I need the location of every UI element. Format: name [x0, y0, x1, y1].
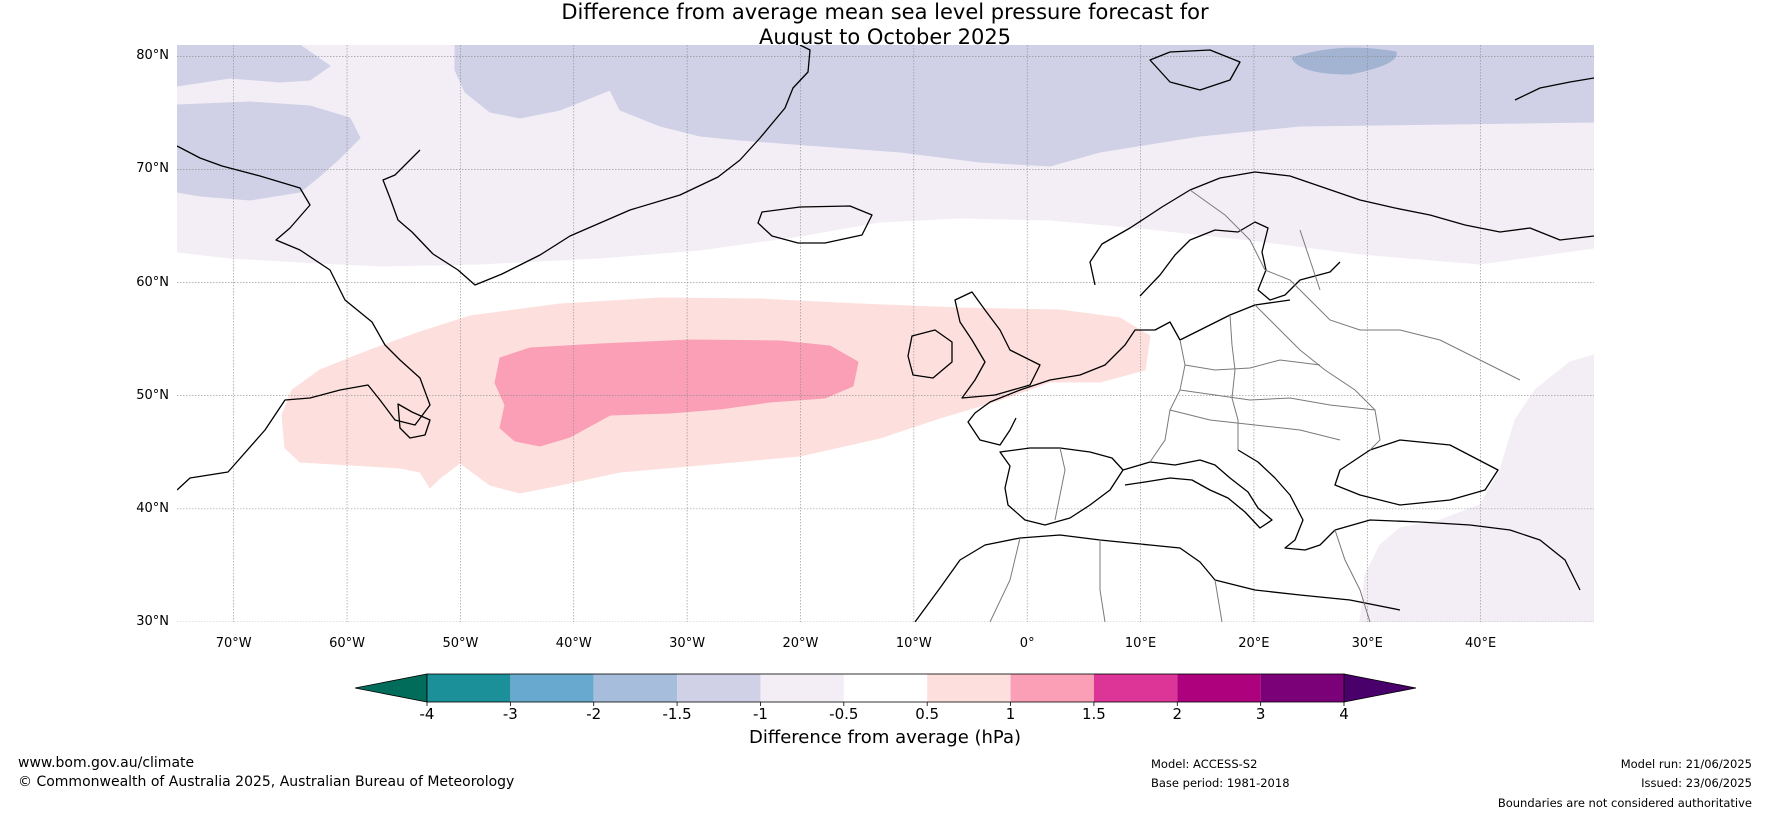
colorbar-swatch	[1093, 674, 1178, 702]
coast-great-britain	[954, 291, 1041, 399]
shade-minus-1-5-to-minus-1-arctic	[454, 45, 1594, 167]
pressure-anomaly-map	[177, 45, 1594, 622]
colorbar-tick-label: -3	[502, 705, 518, 723]
colorbar-under-arrow	[354, 673, 428, 703]
border-segment	[1299, 229, 1321, 291]
anomaly-shading	[177, 45, 1594, 622]
colorbar-swatch	[927, 674, 1011, 702]
graticule	[177, 45, 1594, 622]
issued-date: Issued: 23/06/2025	[1641, 776, 1752, 790]
longitude-label: 0°	[1019, 636, 1035, 651]
model-run-date: Model run: 21/06/2025	[1620, 757, 1752, 771]
coast-greenland	[382, 45, 811, 286]
border-segment	[1254, 304, 1381, 451]
colorbar-tick-label: 3	[1255, 705, 1266, 723]
coast-sweden-finland	[1139, 221, 1341, 301]
colorbar-tick-label: 4	[1339, 705, 1349, 723]
latitude-label: 50°N	[136, 387, 169, 403]
colorbar-swatch	[677, 674, 761, 702]
colorbar-tick-label: 1	[1005, 705, 1016, 723]
title-line-1: Difference from average mean sea level p…	[561, 0, 1209, 24]
shade-minus-1-to-minus-0-5-east	[1359, 354, 1594, 622]
model-name: Model: ACCESS-S2	[1151, 757, 1258, 771]
coast-turkey	[1334, 519, 1581, 591]
longitude-label: 40°W	[555, 636, 592, 651]
coast-svalbard	[1149, 49, 1241, 91]
colorbar-tick-label: -2	[586, 705, 602, 723]
coastlines	[177, 45, 1594, 622]
shade-lt-minus-2-svalbard	[1291, 47, 1397, 75]
coast-iceland	[757, 205, 873, 244]
coast-black-sea	[1334, 439, 1499, 506]
colorbar-swatch	[1260, 674, 1344, 702]
colorbar-tick-label: -4	[419, 705, 435, 723]
colorbar-tick-label: -1	[752, 705, 768, 723]
colorbar-label: Difference from average (hPa)	[748, 727, 1022, 748]
colorbar-tick-label: 0.5	[915, 705, 940, 723]
coast-balkans-greece	[1237, 449, 1336, 551]
latitude-label: 80°N	[136, 48, 169, 64]
coast-novaya-zemlya	[1514, 77, 1594, 101]
border-segment	[1054, 447, 1066, 521]
longitude-label: 60°W	[329, 636, 365, 651]
colorbar-tick-label: 1.5	[1081, 705, 1106, 723]
border-segment	[1184, 359, 1321, 371]
longitude-label: 30°E	[1351, 636, 1383, 651]
colorbar-swatch	[760, 674, 844, 702]
border-segment	[1264, 269, 1521, 381]
colorbar-outline	[426, 673, 1345, 703]
colorbar-swatch	[1010, 674, 1094, 702]
longitude-label: 70°W	[215, 636, 252, 651]
copyright-notice: © Commonwealth of Australia 2025, Austra…	[18, 774, 515, 790]
coast-north-africa	[914, 534, 1401, 622]
shade-minus-1-5-to-minus-1-baffin	[177, 101, 361, 201]
coast-labrador-newfoundland	[397, 403, 431, 439]
latitude-label: 60°N	[136, 274, 169, 290]
border-segment	[989, 537, 1021, 622]
latitude-label: 40°N	[136, 500, 169, 516]
border-segment	[1099, 540, 1106, 622]
colorbar-swatch	[843, 674, 928, 702]
longitude-label: 10°E	[1124, 636, 1157, 651]
border-segment	[1149, 339, 1186, 463]
colorbar-tick-label: -1.5	[662, 705, 692, 723]
coast-iberia	[999, 447, 1124, 526]
shade-minus-1-5-to-minus-1-canada	[177, 45, 331, 87]
longitude-label: 50°W	[442, 636, 479, 651]
border-segment	[1179, 389, 1376, 411]
website-url: www.bom.gov.au/climate	[18, 755, 195, 771]
latitude-label: 70°N	[136, 161, 169, 177]
colorbar-swatch	[427, 674, 511, 702]
border-segment	[1169, 409, 1341, 441]
latitude-label: 30°N	[136, 614, 169, 629]
border-segment	[1214, 579, 1223, 622]
border-segment	[1189, 189, 1266, 271]
colorbar-tick-label: -0.5	[829, 705, 859, 723]
coast-canada-arctic-islands	[177, 145, 431, 491]
country-borders	[989, 189, 1521, 622]
longitude-label: 30°W	[669, 636, 706, 651]
boundaries-disclaimer: Boundaries are not considered authoritat…	[1497, 796, 1752, 810]
colorbar-swatch	[593, 674, 678, 702]
longitude-label: 20°E	[1238, 636, 1270, 651]
border-segment	[1334, 529, 1371, 622]
coast-europe-west	[967, 299, 1291, 446]
border-segment	[1229, 314, 1239, 450]
colorbar-over-arrow	[1343, 673, 1417, 703]
colorbar-tick-label: 2	[1172, 705, 1183, 723]
longitude-label: 10°W	[895, 636, 932, 651]
colorbar-swatch	[1177, 674, 1261, 702]
map-title: Difference from average mean sea level p…	[0, 0, 1770, 50]
coast-ireland	[907, 329, 953, 379]
colorbar-swatch	[510, 674, 594, 702]
coast-scandinavia	[1089, 171, 1594, 286]
shade-plus-1-to-1-5	[494, 339, 859, 447]
coast-mediterranean-north	[1122, 459, 1273, 529]
longitude-label: 20°W	[782, 636, 819, 651]
longitude-label: 40°E	[1464, 636, 1497, 651]
base-period: Base period: 1981-2018	[1151, 776, 1290, 790]
